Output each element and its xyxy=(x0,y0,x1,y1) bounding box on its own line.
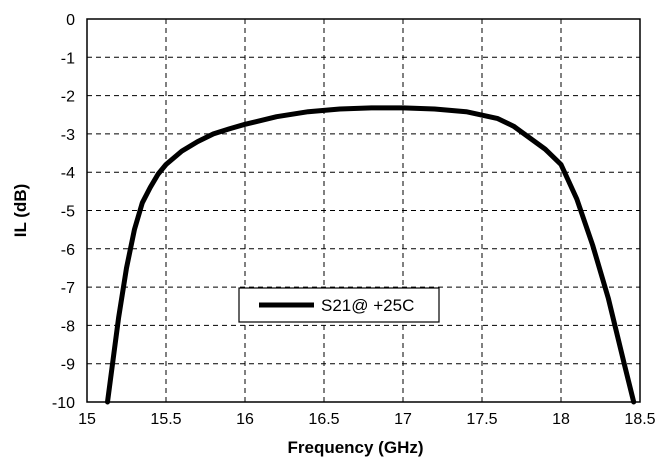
x-tick-label: 18 xyxy=(552,411,570,428)
legend: S21@ +25C xyxy=(238,287,440,323)
y-tick-label: -9 xyxy=(61,357,75,374)
x-tick-label: 16.5 xyxy=(308,411,339,428)
y-tick-label: -4 xyxy=(61,165,75,182)
legend-label: S21@ +25C xyxy=(321,296,414,315)
y-tick-label: -10 xyxy=(52,395,75,412)
grid-lines xyxy=(87,19,640,402)
y-tick-label: -5 xyxy=(61,204,75,221)
x-tick-label: 15.5 xyxy=(150,411,181,428)
x-tick-label: 16 xyxy=(236,411,254,428)
y-tick-label: 0 xyxy=(66,12,75,29)
series-layer xyxy=(105,105,637,405)
plot-frame xyxy=(86,18,641,403)
y-tick-label: -8 xyxy=(61,318,75,335)
x-tick-labels: 15 15.5 16 16.5 17 17.5 18 18.5 xyxy=(78,411,656,428)
series-line-s21 xyxy=(105,105,637,405)
y-tick-label: -1 xyxy=(61,50,75,67)
x-tick-label: 17.5 xyxy=(466,411,497,428)
x-tick-label: 17 xyxy=(394,411,412,428)
y-tick-label: -6 xyxy=(61,242,75,259)
y-tick-label: -3 xyxy=(61,127,75,144)
x-tick-label: 15 xyxy=(78,411,96,428)
y-axis-title: IL (dB) xyxy=(11,184,30,238)
x-tick-label: 18.5 xyxy=(624,411,655,428)
y-tick-labels: 0 -1 -2 -3 -4 -5 -6 -7 -8 -9 -10 xyxy=(52,12,75,412)
y-tick-label: -7 xyxy=(61,280,75,297)
x-axis-title: Frequency (GHz) xyxy=(287,438,423,457)
y-tick-label: -2 xyxy=(61,89,75,106)
